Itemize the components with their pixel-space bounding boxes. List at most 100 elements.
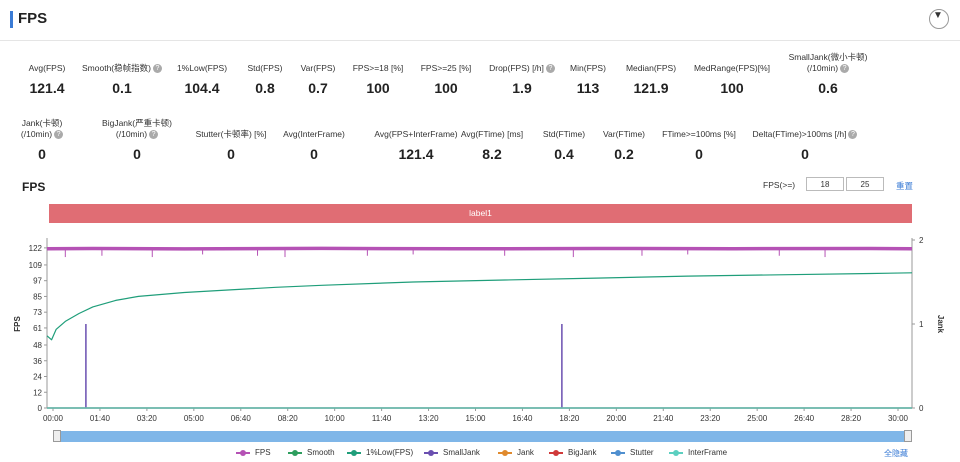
slider-handle-left[interactable] [53, 430, 61, 442]
metric-value: 121.9 [633, 80, 669, 96]
fps-threshold-input-2[interactable]: 25 [846, 177, 884, 191]
legend-item[interactable]: FPS [236, 448, 271, 457]
legend-label: 1%Low(FPS) [366, 448, 414, 457]
metric-value: 100 [720, 80, 744, 96]
x-tick-label: 15:00 [465, 414, 486, 423]
help-icon[interactable]: ? [54, 130, 64, 140]
legend-item[interactable]: SmallJank [424, 448, 480, 457]
x-tick-label: 18:20 [559, 414, 580, 423]
metric-label: Std(FPS) [247, 63, 283, 73]
metric-value: 0.1 [112, 80, 132, 96]
legend-swatch-icon [347, 449, 361, 456]
y-right-tick-label: 1 [919, 320, 924, 329]
metric-value: 0.2 [614, 146, 634, 162]
legend-item[interactable]: BigJank [549, 448, 596, 457]
hide-all-link[interactable]: 全隐藏 [884, 449, 908, 458]
metric-card: Drop(FPS) [/h]? 1.9 [482, 52, 562, 96]
metric-label: Avg(InterFrame) [283, 129, 345, 139]
time-range-slider[interactable] [53, 430, 912, 442]
legend-label: SmallJank [443, 448, 480, 457]
x-tick-label: 20:00 [606, 414, 627, 423]
y-tick-label: 48 [33, 341, 42, 350]
metric-card: SmallJank(微小卡顿) (/10min)? 0.6 [780, 52, 876, 96]
label-band[interactable]: label1 [49, 204, 912, 223]
x-tick-label: 28:20 [841, 414, 862, 423]
x-tick-label: 00:00 [43, 414, 64, 423]
legend-label: FPS [255, 448, 271, 457]
metric-card: BigJank(严重卡顿) (/10min)? 0 [88, 118, 186, 162]
legend-item[interactable]: Smooth [288, 448, 335, 457]
y-tick-label: 122 [29, 244, 43, 253]
metric-card: Min(FPS) 113 [556, 52, 620, 96]
metric-card: MedRange(FPS)[%] 100 [690, 52, 774, 96]
y-tick-label: 97 [33, 277, 42, 286]
x-tick-label: 26:40 [794, 414, 815, 423]
fps-threshold-label: FPS(>=) [763, 180, 796, 190]
metric-card: Avg(FPS+InterFrame) 121.4 [357, 118, 475, 162]
label-band-text: label1 [469, 208, 492, 218]
legend-item[interactable]: 1%Low(FPS) [347, 448, 413, 457]
metric-value: 0.6 [818, 80, 838, 96]
legend-item[interactable]: Stutter [611, 448, 654, 457]
panel-title: FPS [18, 10, 48, 27]
metric-value: 0 [310, 146, 318, 162]
reset-link[interactable]: 重置 [896, 181, 914, 191]
x-tick-label: 06:40 [231, 414, 252, 423]
legend-swatch-icon [669, 449, 683, 456]
collapse-button[interactable]: ▼ [929, 9, 949, 29]
legend-label: InterFrame [688, 448, 728, 457]
legend-swatch-icon [498, 449, 512, 456]
help-icon[interactable]: ? [545, 64, 555, 74]
metric-value: 0.4 [554, 146, 574, 162]
metric-value: 113 [576, 80, 600, 96]
help-icon[interactable]: ? [149, 130, 159, 140]
x-tick-label: 08:20 [278, 414, 299, 423]
metric-label: FPS>=18 [%] [352, 63, 404, 73]
x-tick-label: 21:40 [653, 414, 674, 423]
metric-label: Std(FTime) [542, 129, 586, 139]
y-tick-label: 12 [33, 388, 42, 397]
metric-label: Avg(FPS) [28, 63, 66, 73]
legend-swatch-icon [611, 449, 625, 456]
metric-label: Jank(卡顿) (/10min)? [20, 118, 64, 140]
chart-legend: FPS Smooth 1%Low(FPS) SmallJank Jank BigJank S… [0, 448, 960, 460]
legend-label: Smooth [307, 448, 335, 457]
metric-card: Avg(FPS) 121.4 [8, 52, 86, 96]
help-icon[interactable]: ? [840, 64, 850, 74]
y-right-tick-label: 0 [919, 404, 924, 413]
metric-card: Delta(FTime)>100ms [/h]? 0 [745, 118, 865, 162]
y-tick-label: 0 [38, 404, 43, 413]
legend-swatch-icon [424, 449, 438, 456]
metric-label: Min(FPS) [570, 63, 606, 73]
x-tick-label: 11:40 [372, 414, 392, 423]
legend-swatch-icon [236, 449, 250, 456]
x-tick-label: 10:00 [325, 414, 346, 423]
help-icon[interactable]: ? [848, 130, 858, 140]
slider-handle-right[interactable] [904, 430, 912, 442]
metric-value: 0 [695, 146, 703, 162]
legend-item[interactable]: InterFrame [669, 448, 727, 457]
legend-item[interactable]: Jank [498, 448, 534, 457]
x-tick-label: 30:00 [888, 414, 909, 423]
metric-card: Var(FPS) 0.7 [288, 52, 348, 96]
y-tick-label: 73 [33, 308, 42, 317]
y-tick-label: 24 [33, 373, 42, 382]
x-tick-label: 13:20 [419, 414, 440, 423]
metric-value: 104.4 [184, 80, 220, 96]
legend-label: Stutter [630, 448, 654, 457]
metric-label: FPS>=25 [%] [420, 63, 472, 73]
y-tick-label: 36 [33, 357, 42, 366]
metric-card: Avg(FTime) [ms] 8.2 [452, 118, 532, 162]
legend-label: BigJank [568, 448, 597, 457]
metric-label: FTime>=100ms [%] [662, 129, 736, 139]
metric-value: 8.2 [482, 146, 502, 162]
x-tick-label: 05:00 [184, 414, 205, 423]
metric-card: Smooth(稳帧指数)? 0.1 [82, 52, 162, 96]
metric-card: FTime>=100ms [%] 0 [656, 118, 742, 162]
series-line-1-low-fps- [46, 272, 913, 341]
help-icon[interactable]: ? [152, 64, 162, 74]
y-axis-title: FPS [13, 316, 22, 332]
y-right-axis-title: Jank [936, 315, 945, 334]
metric-card: Jank(卡顿) (/10min)? 0 [10, 118, 74, 162]
fps-threshold-input-1[interactable]: 18 [806, 177, 844, 191]
